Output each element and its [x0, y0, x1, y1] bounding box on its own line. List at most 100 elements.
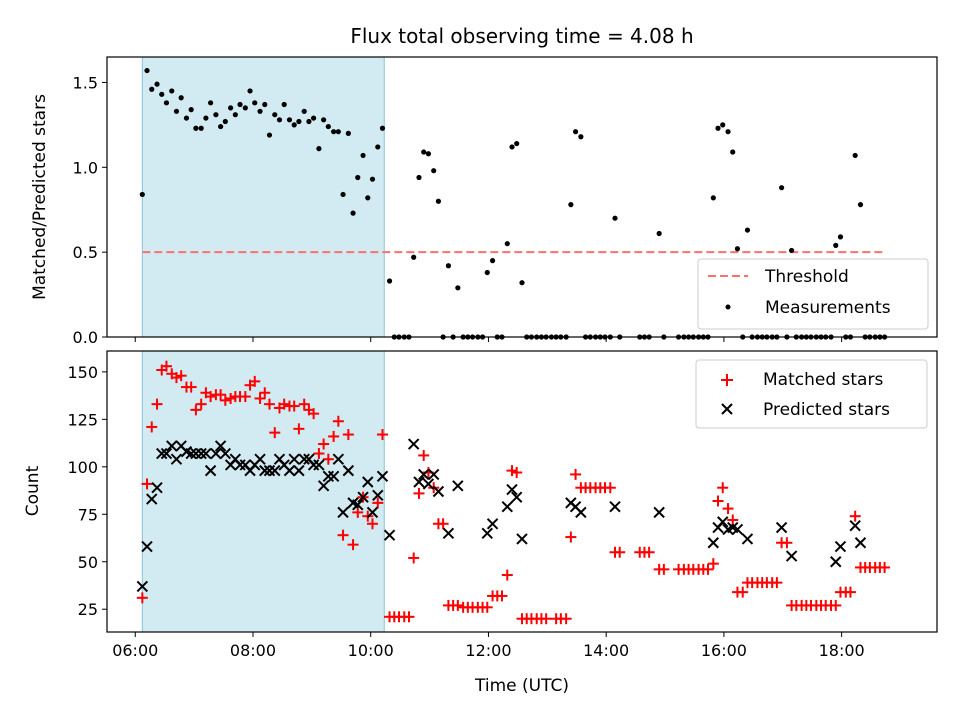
x-tick-label: 14:00: [583, 641, 629, 660]
legend-measurements-swatch: [725, 304, 731, 310]
predicted-star-point: [288, 453, 300, 465]
legend-threshold-label: Threshold: [764, 267, 849, 287]
predicted-star-point: [210, 447, 222, 460]
matched-star-point: [727, 514, 739, 526]
matched-star-point: [403, 611, 415, 623]
measurement-point: [350, 210, 356, 216]
y-tick-label: 50: [78, 553, 98, 572]
matched-star-point: [565, 531, 577, 543]
x-tick-label: 10:00: [348, 641, 394, 660]
matched-star-point: [570, 468, 582, 480]
matched-star-point: [205, 391, 217, 403]
matched-star-point: [308, 408, 320, 420]
measurement-point: [272, 112, 278, 118]
predicted-star-point: [516, 533, 528, 545]
measurement-point: [159, 91, 165, 97]
predicted-star-point: [317, 480, 330, 492]
predicted-star-point: [327, 470, 340, 483]
matched-star-point: [190, 404, 202, 416]
measurement-point: [228, 105, 234, 111]
matched-star-point: [830, 599, 842, 611]
measurement-point: [720, 122, 726, 128]
predicted-star-point: [413, 476, 425, 488]
matched-star-point: [604, 482, 616, 494]
measurement-point: [188, 107, 194, 113]
predicted-star-point: [741, 533, 754, 545]
predicted-star-point: [834, 540, 847, 553]
y-tick-label: 150: [67, 363, 98, 382]
y-tick-label: 1.0: [73, 158, 98, 177]
measurement-point: [144, 67, 150, 74]
predicted-star-point: [731, 523, 744, 536]
matched-star-point: [366, 518, 378, 530]
legend-measurements-label: Measurements: [765, 298, 891, 318]
x-tick-label: 12:00: [465, 641, 511, 660]
y-tick-label: 1.5: [73, 73, 98, 92]
measurement-point: [193, 125, 199, 131]
measurement-point: [262, 101, 268, 108]
measurement-point: [335, 129, 341, 135]
predicted-star-point: [432, 485, 445, 498]
matched-star-point: [332, 415, 344, 427]
measurement-point: [198, 125, 204, 131]
measurement-point: [291, 122, 297, 128]
measurement-point: [247, 88, 253, 94]
matched-star-point: [771, 577, 783, 589]
measurement-point: [213, 112, 219, 118]
measurement-point: [489, 258, 496, 264]
matched-star-point: [293, 423, 305, 435]
measurement-point: [345, 130, 351, 136]
predicted-star-point: [214, 440, 227, 452]
predicted-star-point: [707, 537, 720, 549]
measurement-point: [321, 117, 327, 123]
predicted-star-point: [185, 447, 197, 460]
matched-star-point: [658, 563, 670, 575]
matched-star-point: [195, 398, 207, 410]
predicted-star-point: [775, 521, 788, 534]
measurement-point: [484, 269, 490, 276]
predicted-star-point: [849, 519, 861, 532]
x-axis-label: Time (UTC): [474, 676, 569, 696]
matched-star-point: [844, 586, 856, 598]
predicted-star-point: [442, 527, 455, 539]
legend-matched-label: Matched stars: [763, 370, 883, 390]
predicted-star-point: [366, 506, 379, 519]
measurement-point: [612, 215, 618, 221]
matched-star-point: [560, 613, 572, 625]
predicted-star-point: [427, 468, 440, 481]
top-plot-frame: [106, 56, 938, 338]
predicted-star-point: [219, 447, 232, 460]
predicted-star-point: [501, 500, 513, 513]
matched-star-point: [614, 546, 626, 558]
predicted-star-point: [717, 516, 729, 528]
predicted-star-point: [298, 453, 310, 465]
top-highlight-span: [141, 56, 385, 338]
x-tick-label: 06:00: [112, 641, 158, 660]
matched-star-point: [146, 421, 158, 433]
predicted-star-point: [136, 580, 149, 593]
measurement-point: [237, 101, 243, 108]
predicted-star-point: [383, 529, 396, 541]
matched-star-point: [879, 561, 891, 573]
matched-star-point: [322, 453, 334, 465]
y-tick-label: 100: [67, 458, 98, 477]
measurement-point: [154, 81, 160, 87]
measurement-point: [276, 117, 283, 123]
predicted-star-point: [151, 481, 163, 494]
measurement-point: [416, 174, 422, 181]
matched-star-point: [239, 391, 251, 403]
top-panel: 0.0 0.5 1.0 1.5 Matched/Predicted stars Thr…: [30, 56, 938, 347]
legend-predicted-swatch: [721, 403, 733, 415]
matched-star-point: [452, 599, 464, 611]
matched-star-point: [413, 487, 425, 499]
bottom-legend: Matched stars Predicted stars: [695, 359, 928, 429]
predicted-star-point: [200, 447, 212, 460]
measurement-point: [411, 254, 417, 260]
predicted-star-point: [417, 468, 430, 481]
predicted-star-point: [422, 478, 435, 490]
matched-star-point: [328, 430, 340, 442]
measurement-point: [286, 117, 293, 123]
matched-star-point: [352, 506, 364, 518]
bottom-y-axis-label: Count: [23, 465, 43, 516]
